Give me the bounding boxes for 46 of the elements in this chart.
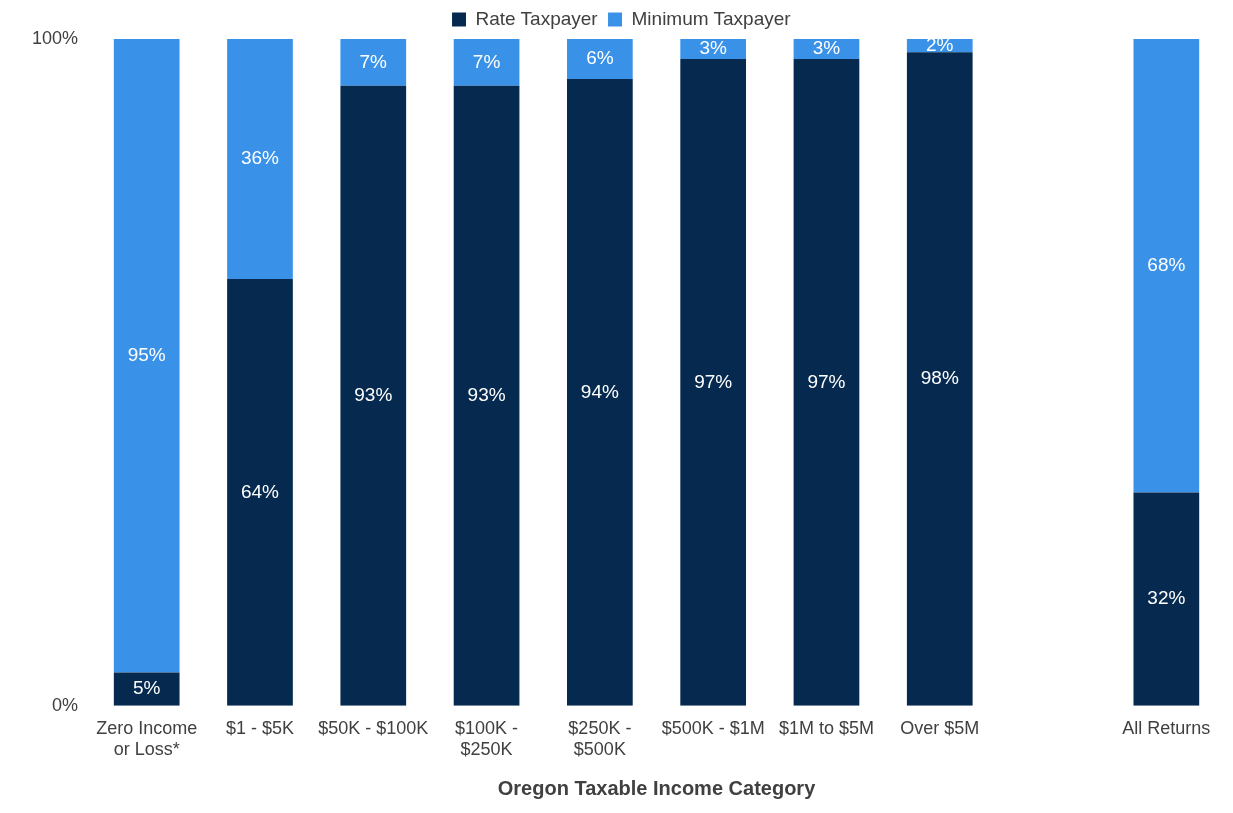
data-label: 64%: [240, 480, 280, 502]
data-label: 7%: [359, 50, 388, 72]
data-label: 32%: [1147, 587, 1186, 609]
data-label: 97%: [694, 370, 733, 392]
data-label: 6%: [586, 47, 614, 69]
x-tick-label: $100K - $250K: [455, 717, 519, 760]
data-label: 5%: [132, 677, 161, 699]
data-label: 7%: [472, 50, 501, 72]
data-label: 36%: [240, 147, 280, 169]
bar: [1133, 492, 1200, 706]
data-label: 68%: [1147, 253, 1186, 275]
bar: [906, 52, 973, 706]
bar: [453, 39, 520, 86]
bar: [227, 279, 293, 706]
bar: [567, 39, 633, 80]
data-label: 93%: [354, 383, 393, 405]
x-tick-label: $50K - $100K: [318, 717, 429, 738]
y-tick-label: 100%: [31, 27, 79, 48]
bar: [340, 39, 407, 86]
data-label: 94%: [580, 380, 619, 402]
legend-label: Minimum Taxpayer: [631, 7, 792, 29]
x-tick-label: Over $5M: [900, 717, 980, 738]
bar: [567, 79, 633, 706]
bar: [227, 39, 293, 280]
data-label: 98%: [920, 367, 959, 389]
x-tick-label: $250K - $500K: [568, 717, 632, 760]
bar: [340, 85, 407, 706]
bar: [113, 39, 180, 673]
data-label: 97%: [807, 370, 846, 392]
x-axis-title: Oregon Taxable Income Category: [497, 776, 817, 799]
x-tick-label: Zero Income or Loss*: [96, 717, 198, 760]
x-tick-label: All Returns: [1122, 717, 1211, 738]
y-tick-label: 0%: [52, 694, 79, 715]
data-label: 93%: [467, 383, 506, 405]
legend-label: Rate Taxpayer: [475, 7, 599, 29]
data-label: 3%: [699, 37, 727, 59]
bar: [680, 59, 747, 706]
bar: [113, 672, 180, 706]
x-tick-label: $1M to $5M: [778, 717, 874, 738]
bar: [453, 85, 520, 706]
data-label: 3%: [812, 37, 841, 59]
bar: [1133, 39, 1200, 493]
data-label: 95%: [127, 343, 166, 365]
bar: [793, 59, 860, 706]
x-tick-label: $1 - $5K: [225, 717, 294, 738]
x-tick-label: $500K - $1M: [661, 717, 765, 738]
